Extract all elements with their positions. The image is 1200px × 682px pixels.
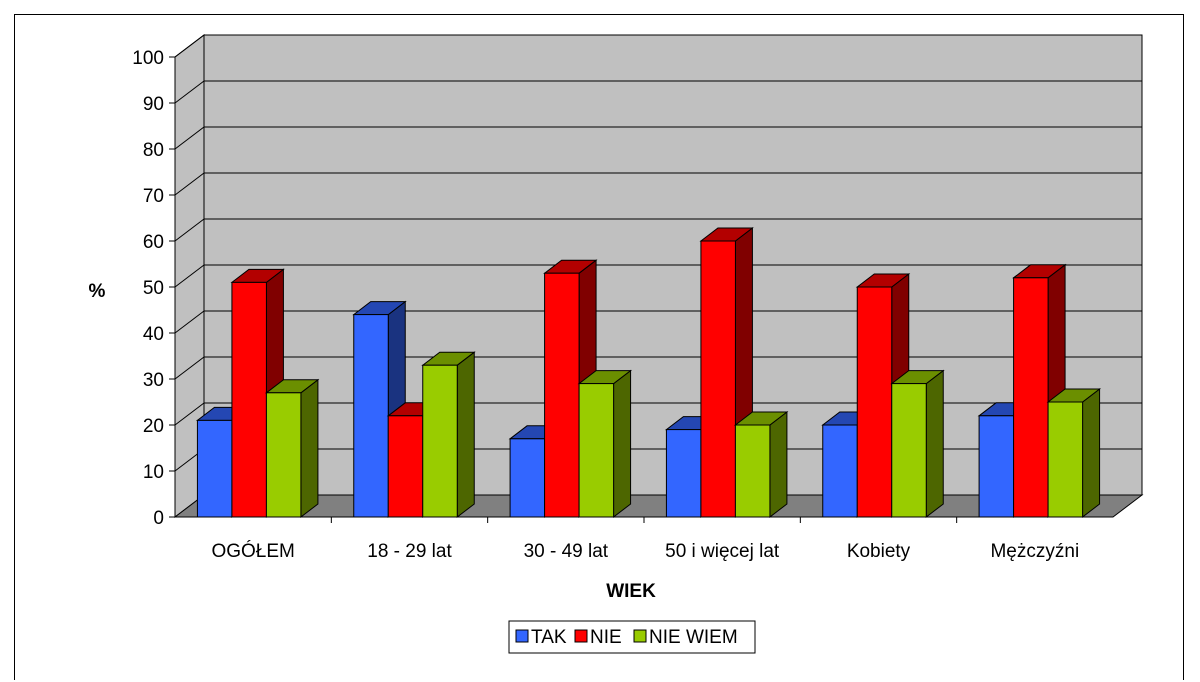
bar-front — [578, 383, 615, 518]
gridline-side — [174, 34, 205, 58]
gridline-side — [174, 218, 205, 242]
bar — [733, 410, 789, 519]
y-tick-label: 10 — [143, 462, 164, 483]
x-tick-label: 50 i więcej lat — [665, 541, 780, 562]
gridline-side — [174, 402, 205, 426]
bar-front — [822, 424, 858, 518]
bar-front — [265, 392, 302, 518]
bar-front — [196, 419, 233, 518]
legend-label: NIE WIEM — [649, 627, 738, 648]
bar — [421, 351, 476, 519]
bar-front — [1047, 401, 1084, 518]
gridline-side — [174, 126, 205, 150]
bar — [264, 378, 320, 519]
y-tick-label: 90 — [143, 94, 164, 115]
bar-front — [353, 314, 389, 518]
y-tick-label: 0 — [153, 508, 164, 529]
bar-front — [387, 415, 424, 518]
bar-front — [422, 364, 458, 518]
gridline-side — [174, 80, 205, 104]
chart-frame — [14, 14, 1184, 680]
gridline-side — [174, 264, 205, 288]
y-tick-label: 20 — [143, 416, 164, 437]
legend: TAK NIE NIE WIEM — [508, 620, 756, 654]
bar-side — [300, 378, 319, 519]
bar-side — [456, 351, 475, 519]
bar-side — [613, 369, 632, 519]
bars — [195, 226, 1102, 519]
bar-front — [544, 272, 580, 518]
bar — [890, 369, 945, 519]
bar-front — [734, 424, 771, 518]
legend-swatch — [633, 629, 647, 643]
bar-side — [769, 410, 788, 519]
x-tick-label: Kobiety — [847, 541, 911, 562]
y-axis-title: % — [89, 281, 106, 302]
bar-front — [700, 240, 736, 518]
y-tick-label: 50 — [143, 278, 164, 299]
legend-label: TAK — [531, 627, 567, 648]
x-tick-label: 30 - 49 lat — [524, 541, 609, 562]
bar — [1046, 387, 1102, 519]
gridline-side — [174, 310, 205, 334]
bar-front — [509, 438, 546, 518]
bar — [230, 268, 285, 519]
x-axis-title: WIEK — [606, 581, 656, 602]
bar-front — [1013, 277, 1049, 518]
bar-front — [891, 383, 927, 518]
y-tick-label: 70 — [143, 186, 164, 207]
gridline-side — [174, 172, 205, 196]
bar-front — [856, 286, 893, 518]
gridline-side — [174, 356, 205, 380]
bar-front — [665, 429, 702, 518]
y-tick-label: 100 — [132, 48, 164, 69]
legend-label: NIE — [590, 627, 622, 648]
bar-front — [978, 415, 1015, 518]
y-tick-label: 80 — [143, 140, 164, 161]
bar-side — [1082, 387, 1101, 519]
x-tick-label: Mężczyźni — [990, 541, 1079, 562]
bar-front — [231, 281, 267, 518]
legend-box — [508, 620, 756, 654]
y-tick-label: 40 — [143, 324, 164, 345]
x-tick-label: OGÓŁEM — [211, 540, 294, 562]
x-tick-label: 18 - 29 lat — [367, 541, 452, 562]
legend-swatch — [574, 629, 588, 643]
bar-side — [925, 369, 944, 519]
bar — [577, 369, 633, 519]
y-tick-label: 60 — [143, 232, 164, 253]
y-tick-label: 30 — [143, 370, 164, 391]
axes: 0 10 20 30 40 50 60 70 80 90 100 OGÓŁEM 18 - 29 lat 3… — [132, 48, 1113, 562]
legend-swatch — [515, 629, 529, 643]
